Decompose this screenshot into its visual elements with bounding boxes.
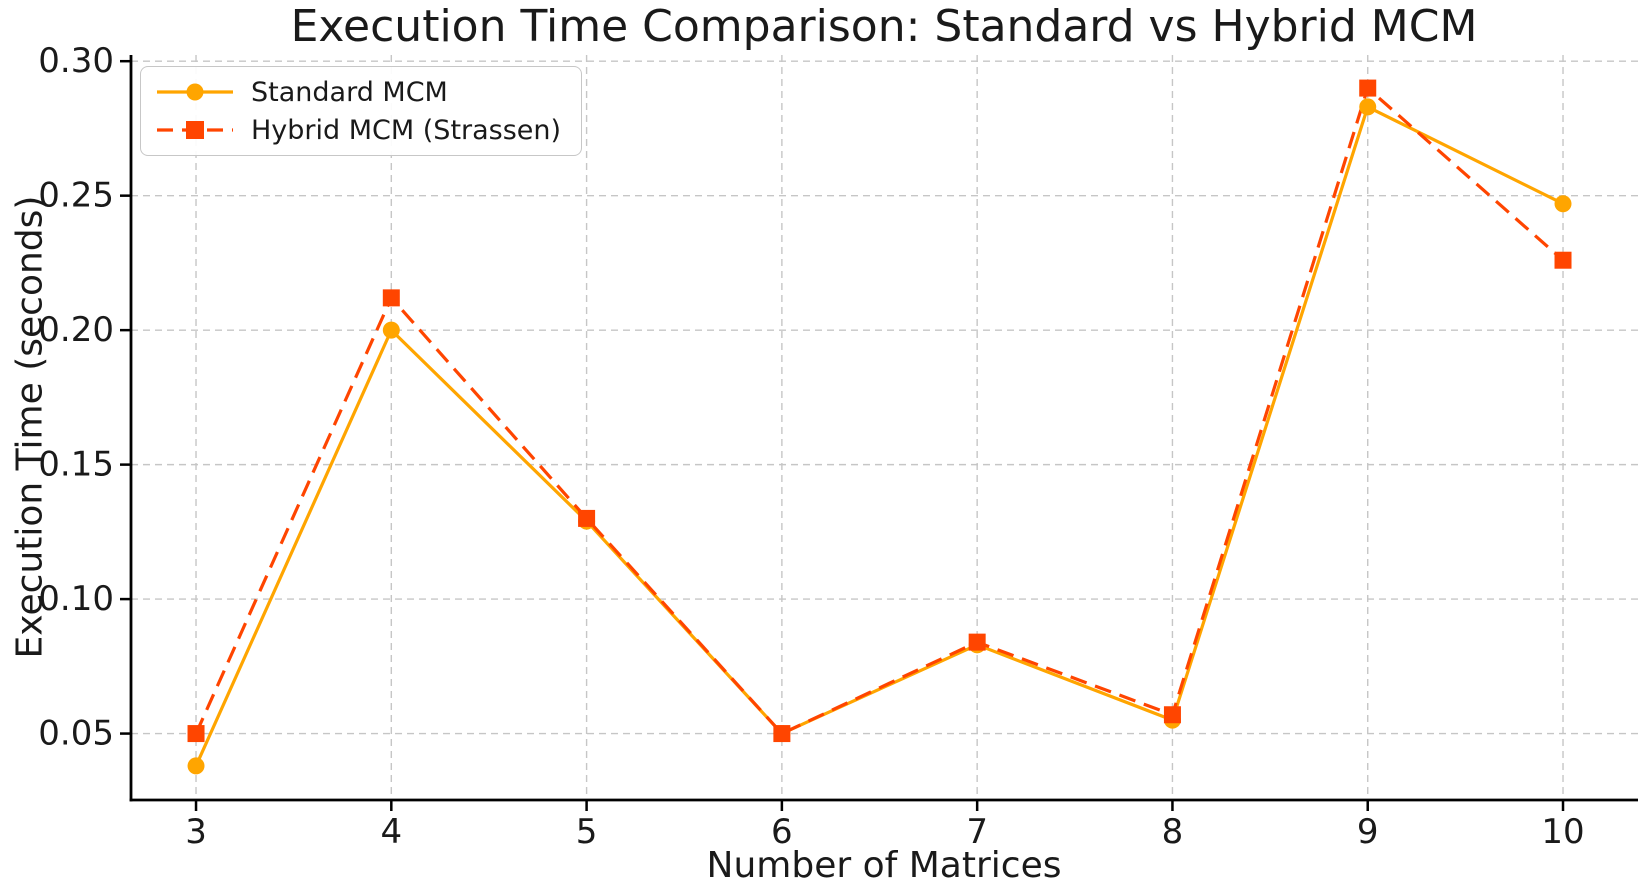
x-axis-label: Number of Matrices: [706, 845, 1062, 884]
legend-solid-line-circle-icon: [157, 83, 233, 101]
x-tick-label: 8: [1162, 812, 1184, 852]
data-point-hybrid: [578, 509, 596, 527]
y-tick-label: 0.20: [38, 310, 114, 350]
legend-label-standard-mcm: Standard MCM: [251, 76, 448, 108]
legend-item-standard-mcm: Standard MCM: [155, 76, 561, 108]
y-tick-label: 0.05: [38, 714, 114, 754]
data-point-standard: [382, 321, 400, 339]
legend-label-hybrid-mcm: Hybrid MCM (Strassen): [251, 114, 562, 146]
y-axis-label: Execution Time (seconds): [9, 195, 51, 659]
data-point-standard: [187, 757, 205, 775]
series-line-standard: [194, 105, 1564, 767]
legend: Standard MCM Hybrid MCM (Strassen): [140, 66, 583, 156]
data-point-hybrid: [382, 289, 400, 307]
x-tick-label: 10: [1541, 812, 1584, 852]
chart-title: Execution Time Comparison: Standard vs H…: [290, 1, 1478, 52]
y-tick-label: 0.25: [38, 176, 114, 216]
data-point-hybrid: [187, 725, 205, 743]
data-point-hybrid: [968, 633, 986, 651]
y-tick-label: 0.15: [38, 445, 114, 485]
data-point-hybrid: [773, 725, 791, 743]
data-point-hybrid: [1359, 79, 1377, 97]
x-tick-label: 3: [185, 812, 207, 852]
data-point-standard: [1554, 195, 1572, 213]
y-tick-label: 0.30: [38, 41, 114, 81]
x-tick-label: 9: [1357, 812, 1379, 852]
legend-item-hybrid-mcm: Hybrid MCM (Strassen): [155, 114, 562, 146]
x-tick-label: 7: [966, 812, 988, 852]
x-tick-label: 4: [380, 812, 402, 852]
y-tick-label: 0.10: [38, 579, 114, 619]
legend-dashed-line-square-icon: [157, 121, 233, 139]
data-point-hybrid: [1163, 706, 1181, 724]
series-line-hybrid: [194, 86, 1565, 736]
x-tick-label: 5: [576, 812, 598, 852]
data-point-hybrid: [1554, 251, 1572, 269]
x-tick-label: 6: [771, 812, 793, 852]
data-point-standard: [1359, 98, 1377, 116]
